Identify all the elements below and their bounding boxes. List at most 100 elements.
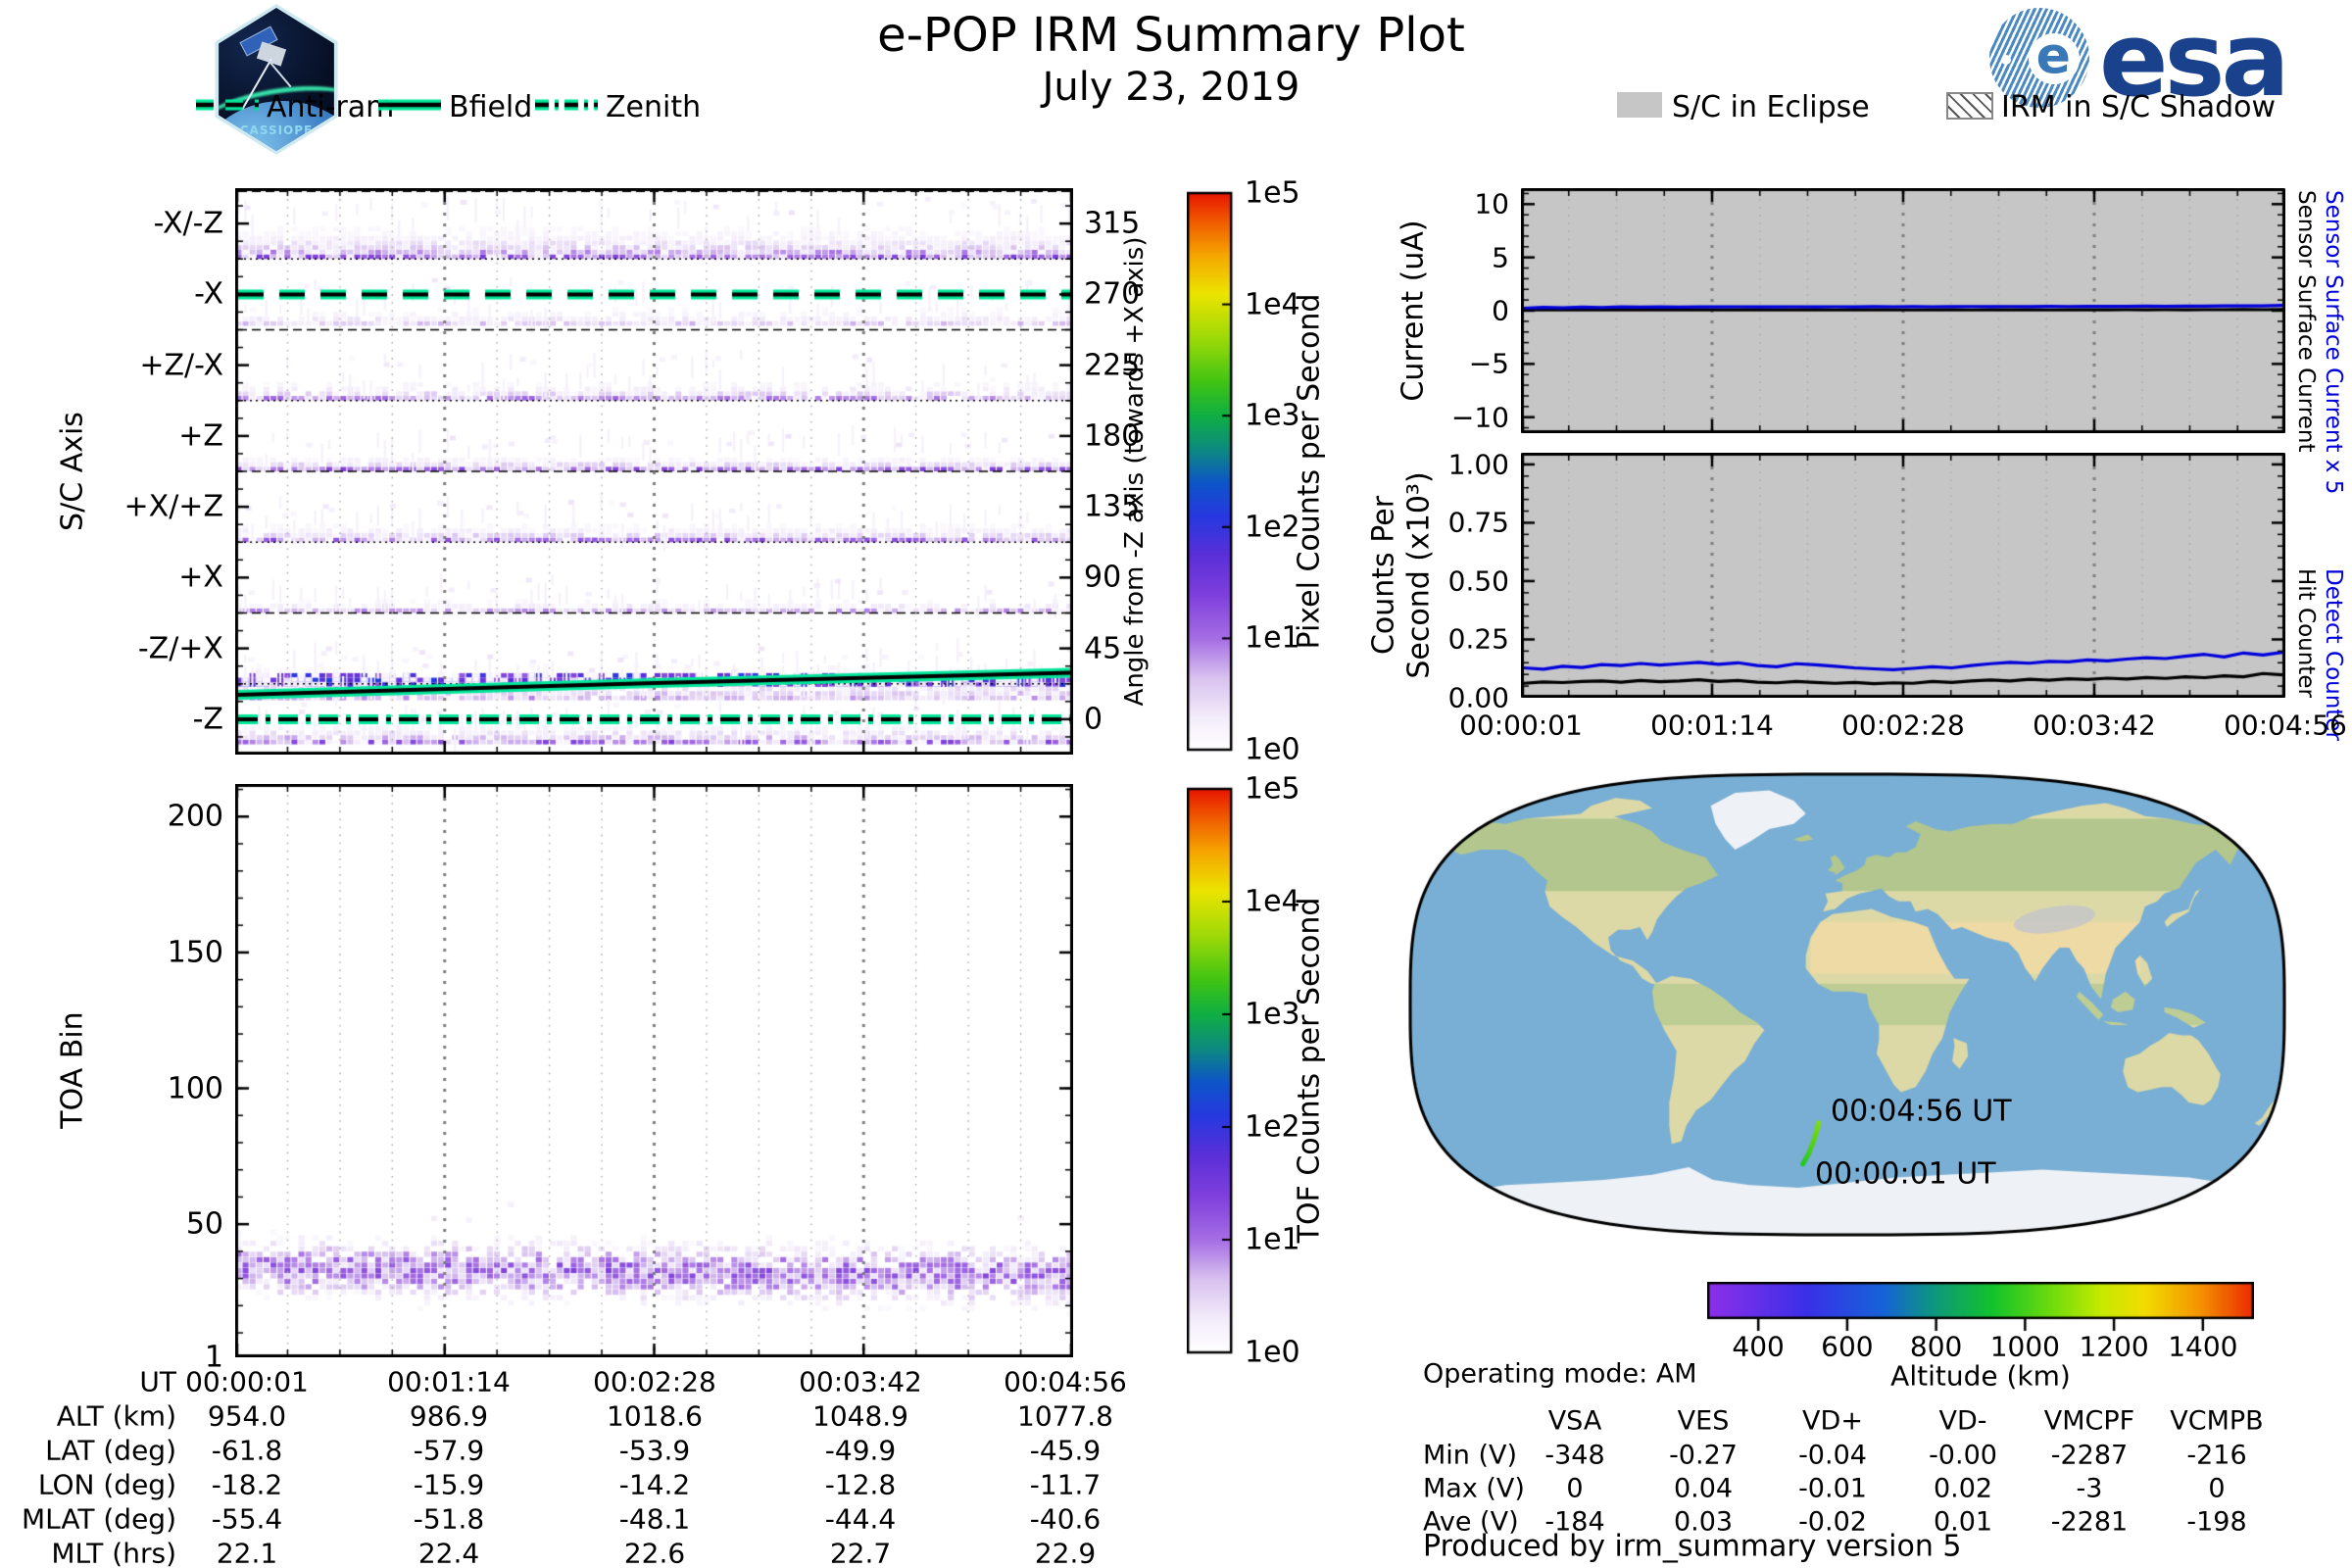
- toa-tick-label: 1: [204, 1340, 223, 1375]
- ephemeris-row-label: UT: [139, 1365, 176, 1398]
- angle-tick-label: 180: [1084, 418, 1141, 454]
- counts-tick-label: 0.25: [1447, 622, 1509, 656]
- esa-wordmark: esa: [2099, 0, 2290, 120]
- ephemeris-value: 00:04:56: [1004, 1365, 1127, 1398]
- angle-tick-label: 135: [1084, 489, 1141, 524]
- voltage-row-label: Ave (V): [1423, 1506, 1519, 1538]
- ephemeris-value: 00:00:01: [185, 1365, 309, 1398]
- voltage-value: 0.02: [1933, 1473, 1993, 1504]
- ephemeris-value: 00:02:28: [593, 1365, 716, 1398]
- legend-anti-ram-label: Anti-ram: [267, 90, 395, 124]
- voltage-value: -184: [1544, 1506, 1605, 1538]
- ephemeris-row-label: LON (deg): [37, 1468, 176, 1501]
- operating-mode: Operating mode: AM: [1423, 1358, 1697, 1390]
- sc-axis-row-label: -X: [194, 276, 223, 312]
- voltage-value: -2281: [2050, 1506, 2129, 1538]
- tof-colorbar-tick-label: 1e0: [1245, 1335, 1300, 1370]
- ephemeris-value: -18.2: [211, 1468, 283, 1501]
- page-date: July 23, 2019: [1042, 65, 1300, 110]
- sensor-surface-current-x5-label: Sensor Surface Current x 5: [2321, 190, 2346, 495]
- voltage-value: 0.04: [1673, 1473, 1734, 1504]
- angle-tick-label: 0: [1084, 702, 1103, 737]
- cassiope-mission-badge: CASSIOPE: [215, 4, 338, 155]
- voltage-value: 0: [1566, 1473, 1584, 1504]
- voltage-row-label: Min (V): [1423, 1440, 1518, 1471]
- ephemeris-value: -14.2: [618, 1468, 691, 1501]
- voltage-column-header: VCMPB: [2170, 1405, 2264, 1437]
- voltage-column-header: VSA: [1547, 1405, 1602, 1437]
- angle-tick-label: 225: [1084, 348, 1141, 383]
- current-tick-label: 0: [1492, 294, 1509, 327]
- esa-e-glyph: e: [2035, 26, 2071, 86]
- pixel-colorbar-tick-label: 1e5: [1245, 175, 1300, 211]
- ephemeris-value: 00:03:42: [799, 1365, 922, 1398]
- produced-by: Produced by irm_summary version 5: [1423, 1529, 1962, 1564]
- counts-tick-label: 1.00: [1447, 448, 1509, 481]
- tof-counts-colorbar: [1187, 784, 1246, 1357]
- ephemeris-value: -57.9: [413, 1434, 485, 1467]
- sc-axis-row-label: -Z: [192, 702, 223, 737]
- tof-colorbar-tick-label: 1e1: [1245, 1222, 1300, 1257]
- voltage-row-label: Max (V): [1423, 1473, 1525, 1504]
- ephemeris-value: 00:01:14: [387, 1365, 511, 1398]
- sensor-current-plot: [1521, 188, 2285, 433]
- ephemeris-value: -49.9: [824, 1434, 897, 1467]
- map-track-start-time: 00:00:01 UT: [1815, 1156, 1996, 1192]
- voltage-value: -0.02: [1798, 1506, 1867, 1538]
- hit-counter-label: Hit Counter: [2293, 568, 2319, 698]
- voltage-value: -3: [2076, 1473, 2103, 1504]
- map-track-end-time: 00:04:56 UT: [1831, 1094, 2012, 1129]
- voltage-column-header: VD-: [1938, 1405, 1987, 1437]
- legend-zenith-label: Zenith: [606, 90, 702, 124]
- zenith-legend-line: [535, 97, 598, 113]
- esa-globe-icon: e: [1989, 8, 2089, 108]
- voltage-value: -198: [2186, 1506, 2247, 1538]
- voltage-value: 0.03: [1673, 1506, 1734, 1538]
- eclipse-legend-swatch: [1617, 92, 1662, 118]
- esa-e-circle: e: [2029, 27, 2080, 86]
- counters-plot: [1521, 453, 2285, 698]
- altitude-tick-label: 1400: [2168, 1330, 2238, 1363]
- ephemeris-value: -11.7: [1029, 1468, 1102, 1501]
- voltage-value: -2287: [2050, 1440, 2129, 1471]
- sc-axis-row-label: -Z/+X: [137, 631, 223, 666]
- altitude-bar-label: Altitude (km): [1890, 1359, 2071, 1393]
- altitude-tick-label: 1200: [2079, 1330, 2149, 1363]
- ephemeris-value: 986.9: [409, 1399, 489, 1433]
- ephemeris-value: 22.9: [1034, 1537, 1097, 1568]
- ephemeris-value: 954.0: [207, 1399, 287, 1433]
- time-tick-label: 00:01:14: [1650, 709, 1774, 742]
- sc-axis-row-label: +X/+Z: [123, 489, 223, 524]
- legend-eclipse-label: S/C in Eclipse: [1672, 90, 1870, 124]
- pixel-counts-colorbar-label: Pixel Counts per Second: [1292, 293, 1327, 650]
- sc-axis-row-label: +Z/-X: [139, 348, 223, 383]
- toa-bin-spectrogram: [235, 784, 1073, 1357]
- ephemeris-value: -40.6: [1029, 1502, 1102, 1536]
- altitude-colorbar: [1707, 1282, 2254, 1341]
- altitude-tick-label: 600: [1821, 1330, 1874, 1363]
- legend-bfield-label: Bfield: [449, 90, 533, 124]
- current-tick-label: −5: [1468, 347, 1509, 380]
- toa-tick-label: 100: [167, 1071, 223, 1106]
- pixel-colorbar-tick-label: 1e2: [1245, 510, 1300, 545]
- ephemeris-value: -12.8: [824, 1468, 897, 1501]
- tof-colorbar-tick-label: 1e4: [1245, 884, 1300, 919]
- current-tick-label: −10: [1450, 401, 1509, 434]
- sc-axis-row-label: +X: [178, 560, 223, 595]
- toa-tick-label: 50: [185, 1206, 223, 1242]
- voltage-value: -216: [2186, 1440, 2247, 1471]
- pixel-counts-colorbar: [1187, 188, 1246, 755]
- cassiope-badge-art: CASSIOPE: [219, 8, 334, 151]
- ephemeris-value: -53.9: [618, 1434, 691, 1467]
- shadow-legend-swatch: [1946, 92, 1993, 120]
- tof-colorbar-tick-label: 1e2: [1245, 1109, 1300, 1145]
- time-tick-label: 00:03:42: [2033, 709, 2156, 742]
- esa-globe-dot: [2001, 55, 2011, 65]
- ephemeris-row-label: LAT (deg): [45, 1434, 176, 1467]
- counts-ylabel-line2: Second (x10³): [1401, 471, 1437, 679]
- voltage-column-header: VES: [1677, 1405, 1730, 1437]
- voltage-value: -348: [1544, 1440, 1605, 1471]
- sensor-surface-current-label: Sensor Surface Current: [2293, 190, 2319, 453]
- sc-axis-ylabel: S/C Axis: [55, 412, 90, 531]
- ephemeris-value: 1077.8: [1017, 1399, 1113, 1433]
